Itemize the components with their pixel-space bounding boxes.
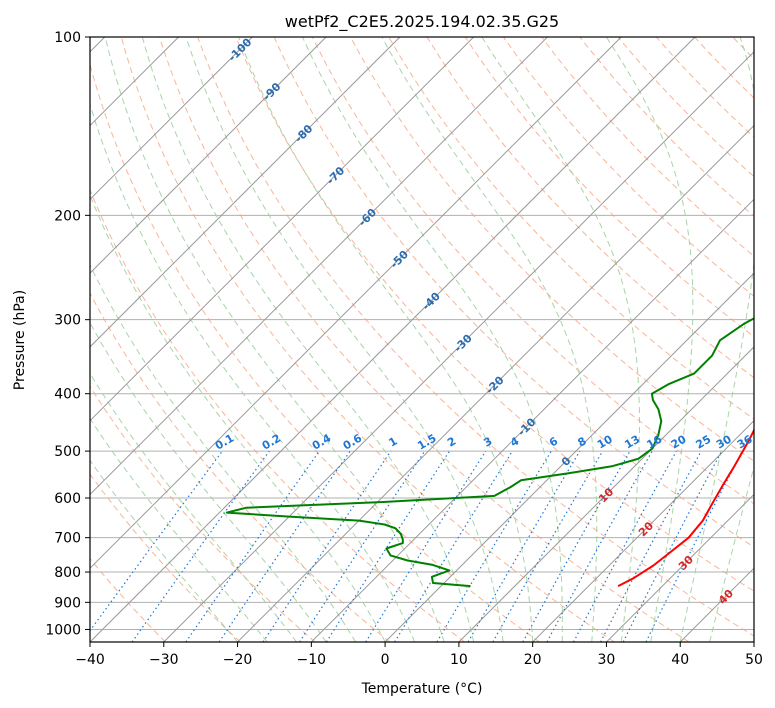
y-tick-label: 600 [54,491,81,507]
x-tick-label: 10 [450,652,468,668]
y-tick-label: 900 [54,595,81,611]
dry-adiabat [388,37,754,420]
x-tick-label: −20 [223,652,253,668]
y-tick-label: 1000 [45,622,81,638]
mixing-ratio-line [131,450,270,642]
y-tick-label: 700 [54,531,81,547]
y-tick-label: 300 [54,313,81,329]
x-tick-label: −40 [75,652,105,668]
mixing-ratio-line [365,450,487,642]
isotherm-line [90,37,253,201]
mixing-ratio-line [572,450,677,642]
background-lines [90,36,775,642]
moist-adiabat [90,372,297,642]
x-axis-ticks: −40 −30 −20 −10 0 10 20 30 40 50 [75,642,763,668]
dry-adiabat [502,37,754,297]
dry-adiabat [90,292,391,642]
mixing-ratio-line [185,450,320,642]
isotherm-line [90,37,327,274]
x-tick-label: 20 [524,652,542,668]
isotherm-line [163,51,754,642]
dry-adiabat [90,473,241,642]
isotherm-line [90,37,475,422]
moist-adiabat [302,37,563,642]
moist-adiabat [141,37,475,642]
x-tick-label: 40 [671,652,689,668]
dry-adiabat [120,37,615,642]
mixing-ratio-line [436,450,552,642]
plot-background [90,37,754,642]
x-tick-label: −10 [297,652,327,668]
isotherm-line [753,641,754,642]
mixing-ratio-line [262,450,392,642]
isotherm-line [90,37,696,642]
mixing-ratio-line [467,450,581,642]
y-tick-label: 800 [54,565,81,581]
isotherm-line [90,37,622,569]
dry-adiabat [235,37,754,592]
plot-frame [89,36,755,643]
dewpoint-line [225,317,754,588]
dry-adiabat [273,37,754,548]
mixing-ratio-line [218,450,351,642]
moist-adiabat [481,37,640,642]
moist-adiabat [90,321,327,642]
isotherm-line [90,37,401,348]
x-tick-label: 50 [745,652,763,668]
temperature-line [617,428,754,587]
y-tick-label: 100 [54,30,81,46]
isotherm-line [237,124,754,642]
y-tick-label: 200 [54,208,81,224]
isotherm-line [90,37,548,496]
dry-adiabat [158,37,690,642]
x-tick-label: −30 [149,652,179,668]
data-lines [225,317,754,588]
dry-adiabat [426,37,754,379]
moist-adiabat [90,263,357,642]
moist-adiabat [238,37,534,642]
dry-adiabat [90,188,465,642]
x-tick-label: 30 [598,652,616,668]
isotherm-line [310,198,754,642]
moist-adiabat [605,37,694,642]
moist-adiabat [90,417,268,642]
moist-adiabat [90,193,386,642]
isotherm-line [458,346,754,642]
mixing-ratio-line [299,450,426,642]
isotherm-line [532,419,754,642]
mixing-ratio-line [325,450,450,642]
y-axis-ticks: 100 200 300 400 500 600 700 800 900 1000 [45,30,90,638]
x-tick-label: 0 [381,652,390,668]
mixing-ratio-line [394,450,513,642]
y-tick-label: 500 [54,444,81,460]
y-tick-label: 400 [54,387,81,403]
moist-adiabat [679,37,754,642]
isotherm-line [384,272,754,642]
dry-adiabat [197,37,754,637]
dry-adiabat [90,62,540,642]
moist-adiabat [381,37,598,642]
dry-adiabat [770,36,775,642]
moist-adiabat [90,459,238,642]
moist-adiabat [104,37,445,642]
x-axis-label: Temperature (°C) [361,681,483,697]
dry-adiabat [541,37,754,257]
isotherm-line [606,493,754,642]
y-axis-label: Pressure (hPa) [12,290,28,390]
dry-adiabat [350,37,754,462]
moist-adiabat [185,37,504,642]
moist-adiabat [709,464,754,642]
chart-title: wetPf2_C2E5.2025.194.02.35.G25 [285,12,559,32]
